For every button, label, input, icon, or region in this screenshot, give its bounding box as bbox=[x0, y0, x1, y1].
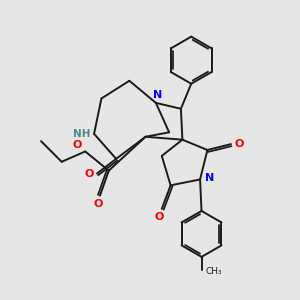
Text: O: O bbox=[84, 169, 94, 178]
Text: NH: NH bbox=[73, 129, 91, 139]
Text: N: N bbox=[206, 173, 214, 183]
Text: O: O bbox=[235, 139, 244, 149]
Text: O: O bbox=[72, 140, 82, 150]
Text: O: O bbox=[94, 199, 103, 209]
Text: N: N bbox=[153, 90, 162, 100]
Text: CH₃: CH₃ bbox=[205, 267, 222, 276]
Text: O: O bbox=[155, 212, 164, 222]
